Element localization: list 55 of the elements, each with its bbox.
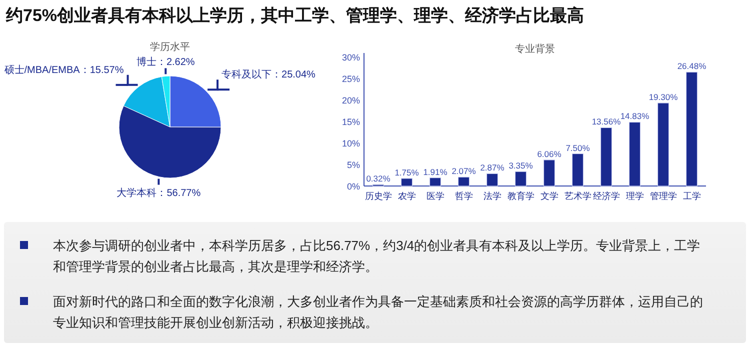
bar	[486, 173, 498, 186]
y-tick-label: 20%	[342, 96, 360, 106]
text: 26.48%	[677, 61, 706, 72]
y-tick-label: 10%	[342, 138, 360, 148]
x-tick-label: 管理学	[650, 191, 677, 201]
text: 2.07%	[452, 166, 476, 176]
x-tick-label: 经济学	[592, 191, 620, 201]
text: 19.30%	[648, 92, 678, 102]
text: 7.50%	[566, 142, 590, 153]
x-tick-label: 医学	[426, 191, 444, 201]
text: 1.91%	[423, 166, 448, 177]
bar	[686, 72, 698, 186]
text: 14.83%	[620, 111, 650, 122]
y-tick-label: 25%	[342, 74, 360, 84]
x-tick-label: 艺术学	[564, 191, 592, 201]
chart-title: 专业背景	[515, 43, 555, 55]
x-tick-label: 哲学	[454, 191, 473, 201]
bar	[400, 178, 413, 186]
x-tick-label: 理学	[626, 191, 644, 201]
bar	[628, 122, 641, 186]
text: 3.35%	[508, 160, 533, 171]
slice-label: 大学本科	[116, 186, 157, 199]
x-tick-label: 工学	[682, 191, 701, 201]
text: 面对新时代的路口和全面的数字化浪潮，大多创业者作为具备一定基础素质和社会资源的高学历群体，运用自己的专业知识和管理技能开展创业创新活动，积极迎接挑战。	[53, 293, 704, 332]
x-tick-label: 法学	[483, 191, 502, 201]
bar	[543, 160, 556, 186]
y-tick-label: 15%	[342, 117, 360, 127]
x-tick-label: 历史学	[364, 191, 392, 201]
text: 0.32%	[366, 174, 390, 184]
bar	[657, 102, 670, 186]
text: 本次参与调研的创业者中，本科学历居多，占比56.77%，约3/4的创业者具有本科及以上学历。专业背景上，工学和管理学背景的创业者占比最高，其次是理学和经济学。	[53, 237, 702, 276]
text: 约75%创业者具有本科以上学历，其中工学、管理学、理学、经济学占比最高	[5, 6, 584, 25]
text: 1.75%	[394, 167, 419, 178]
bar	[458, 176, 470, 186]
bar	[429, 177, 442, 186]
text: 13.56%	[592, 116, 621, 127]
text: 2.87%	[480, 162, 504, 173]
x-tick-label: 文学	[540, 191, 558, 201]
x-tick-label: 教育学	[507, 191, 534, 201]
bar	[572, 153, 584, 186]
y-tick-label: 30%	[342, 52, 360, 62]
bar	[600, 127, 612, 186]
slice-label: 硕士/MBA/EMBA	[3, 64, 80, 76]
slice-label: 博士	[136, 56, 156, 68]
chart-title: 学历水平	[150, 41, 190, 53]
text: 6.06%	[537, 148, 562, 159]
slice-label: 专科及以下	[222, 68, 272, 81]
y-tick-label: 0%	[346, 182, 360, 192]
data-label: ：15.57%	[80, 64, 124, 76]
data-label: ：56.77%	[156, 188, 201, 199]
data-label: ：2.62%	[156, 57, 195, 68]
bar	[514, 171, 527, 186]
x-tick-label: 农学	[398, 191, 416, 201]
data-label: ：25.04%	[272, 70, 316, 81]
y-tick-label: 5%	[346, 160, 360, 170]
